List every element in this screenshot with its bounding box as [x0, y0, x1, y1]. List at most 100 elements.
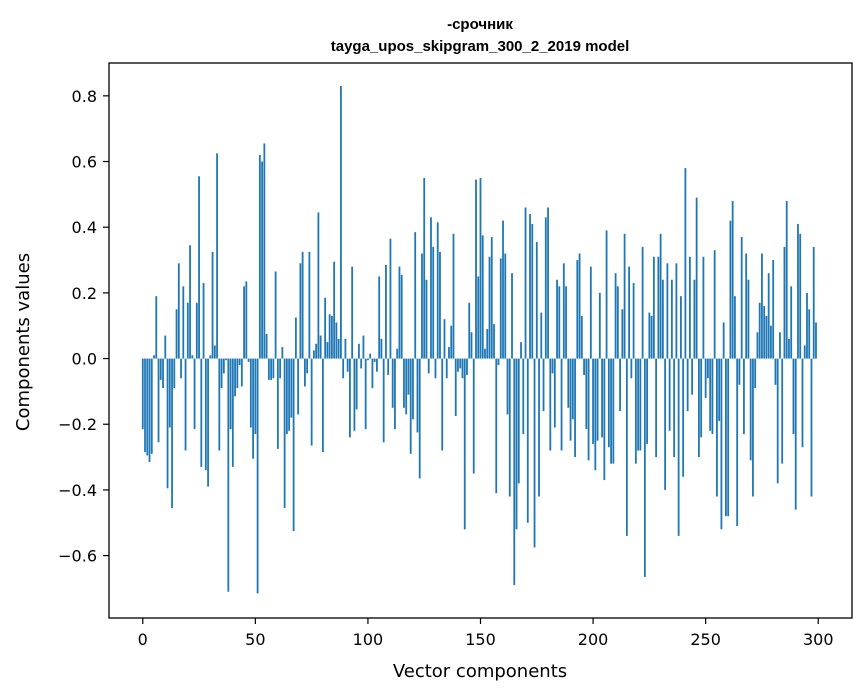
bar [265, 333, 268, 359]
bar [727, 358, 730, 517]
bar [144, 358, 146, 453]
y-tick-label: 0.4 [72, 218, 97, 237]
bar [231, 358, 234, 467]
bar [486, 329, 489, 359]
x-axis-label: Vector components [393, 661, 567, 682]
bar [639, 358, 642, 451]
bar [544, 217, 547, 359]
chart-title-line1: -срочник [447, 16, 513, 33]
bar [493, 324, 495, 359]
bar [547, 207, 549, 359]
bar [229, 358, 232, 430]
bar [459, 358, 462, 369]
bar [470, 332, 473, 359]
bar [337, 338, 340, 359]
bar [558, 286, 561, 359]
bar [513, 358, 516, 586]
bar [700, 358, 703, 438]
bar [288, 358, 291, 431]
plot-frame [108, 62, 853, 619]
bar [583, 358, 585, 375]
bar [409, 358, 412, 454]
bar [508, 358, 511, 497]
bar [562, 263, 565, 359]
bar [670, 279, 673, 359]
bar [376, 358, 378, 372]
bar [792, 358, 795, 435]
bar [394, 358, 396, 430]
bar [236, 358, 239, 389]
x-tick-label: 200 [578, 630, 609, 649]
bar [285, 358, 288, 435]
bar [351, 266, 354, 359]
bar [603, 358, 606, 481]
bar [738, 358, 741, 385]
y-tick-label: 0.0 [72, 350, 97, 369]
bar [515, 358, 518, 530]
bar [812, 246, 815, 359]
bar [245, 281, 248, 359]
bar [294, 317, 297, 359]
bar [164, 335, 167, 359]
bar [301, 251, 304, 359]
bar [198, 176, 200, 359]
bar [148, 358, 151, 463]
bar [677, 358, 680, 536]
bar [612, 358, 615, 464]
bar [585, 358, 588, 430]
bar [716, 358, 718, 497]
bar [634, 358, 637, 464]
bar [443, 319, 446, 359]
bar [468, 302, 471, 359]
bar [222, 358, 225, 374]
bar [574, 358, 576, 458]
bar [529, 214, 531, 359]
y-tick-label: 0.8 [72, 87, 97, 106]
bar [729, 220, 732, 359]
bar [439, 251, 441, 359]
bar [772, 260, 775, 359]
bar [378, 276, 381, 359]
bar [657, 256, 660, 359]
bar [346, 358, 349, 372]
bar [776, 358, 779, 484]
bar [240, 358, 243, 387]
bar [342, 358, 345, 379]
bar [175, 309, 178, 359]
bar [621, 309, 624, 359]
bar [686, 358, 689, 412]
bar [249, 358, 252, 428]
bar [189, 245, 191, 359]
bar [794, 358, 797, 510]
bar [497, 358, 500, 366]
bar [207, 358, 209, 487]
bar [774, 358, 777, 385]
bar [421, 253, 423, 359]
bar [416, 358, 419, 433]
bar [369, 353, 372, 359]
bar [718, 358, 721, 421]
bar [333, 261, 336, 359]
bar [211, 251, 214, 359]
bar [702, 256, 705, 359]
bar [704, 358, 707, 398]
bar [691, 358, 694, 395]
bar [168, 358, 171, 428]
chart-title-line2: tayga_upos_skipgram_300_2_2019 model [331, 38, 630, 55]
x-axis: 0 50 100 150 200 250 300 [138, 618, 834, 649]
bar [605, 230, 608, 359]
bar [650, 315, 653, 359]
bar [682, 358, 685, 477]
bar [425, 279, 428, 359]
y-axis-label: Components values [13, 253, 34, 431]
bar [328, 314, 331, 359]
bar [607, 358, 610, 448]
bar [243, 286, 245, 359]
bar [734, 296, 736, 359]
bar [220, 358, 223, 389]
bar [403, 358, 405, 408]
bar [779, 332, 781, 359]
bar [808, 309, 811, 359]
bar [290, 358, 293, 418]
